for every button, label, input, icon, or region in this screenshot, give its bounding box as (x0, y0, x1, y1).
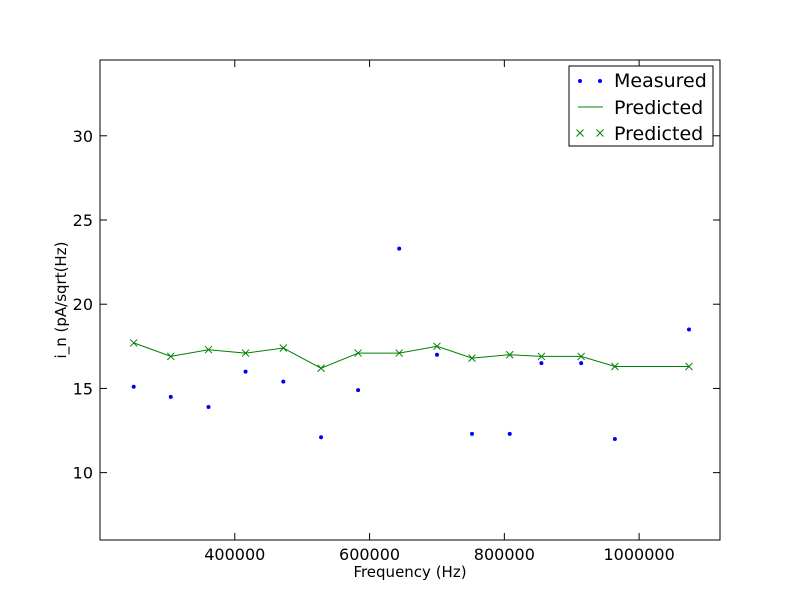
y-tick-label: 25 (73, 211, 93, 230)
legend-x-marker (576, 129, 584, 137)
predicted-marker (279, 344, 288, 352)
measured-point (397, 246, 402, 251)
y-tick-label: 15 (73, 379, 93, 398)
measured-point (206, 404, 211, 409)
y-tick-label: 10 (73, 464, 93, 483)
x-tick-label: 600000 (339, 545, 400, 564)
legend-label-predicted-markers: Predicted (614, 123, 703, 145)
measured-point (281, 379, 286, 384)
predicted-marker (354, 349, 362, 357)
x-tick-label: 800000 (474, 545, 535, 564)
legend-marker-measured (598, 79, 602, 83)
legend: Measured Predicted Predicted (568, 65, 714, 147)
axes-frame (99, 59, 721, 541)
measured-point (356, 388, 361, 393)
legend-box (568, 65, 714, 147)
measured-point (539, 361, 544, 366)
legend-label-predicted-line: Predicted (614, 97, 703, 119)
predicted-marker (577, 352, 586, 361)
predicted-marker (611, 362, 619, 371)
predicted-line (133, 342, 689, 369)
y-axis-label: i_n (pA/sqrt(Hz) (52, 242, 71, 359)
y-tick-label: 30 (73, 127, 93, 146)
measured-point (470, 431, 474, 436)
measured-point (687, 327, 691, 332)
measured-point (319, 435, 324, 440)
predicted-marker (166, 352, 175, 361)
measured-point (612, 436, 617, 441)
predicted-marker (433, 342, 441, 351)
predicted-marker (395, 349, 404, 357)
y-tick-label: 20 (73, 295, 93, 314)
measured-point (434, 352, 439, 357)
predicted-marker (241, 349, 250, 357)
predicted-marker (537, 352, 546, 361)
predicted-marker (317, 364, 325, 373)
predicted-marker (505, 350, 514, 359)
measured-point (131, 384, 136, 389)
predicted-marker (468, 354, 476, 362)
legend-marker-measured (578, 79, 582, 83)
y-axis: 10 15 20 25 30 (73, 127, 720, 483)
measured-point (243, 369, 248, 374)
measured-point (579, 361, 584, 366)
x-axis-label: Frequency (Hz) (353, 563, 466, 581)
measured-point (168, 394, 173, 399)
x-axis: 400000 600000 800000 1000000 (204, 60, 675, 564)
measured-point (507, 431, 512, 436)
plot-area (129, 246, 693, 441)
x-tick-label: 400000 (204, 545, 265, 564)
predicted-marker (129, 339, 138, 347)
predicted-marker (685, 362, 693, 371)
legend-x-marker (596, 129, 604, 137)
legend-label-measured: Measured (614, 70, 707, 92)
x-tick-label: 1000000 (603, 545, 674, 564)
predicted-marker (204, 345, 213, 354)
